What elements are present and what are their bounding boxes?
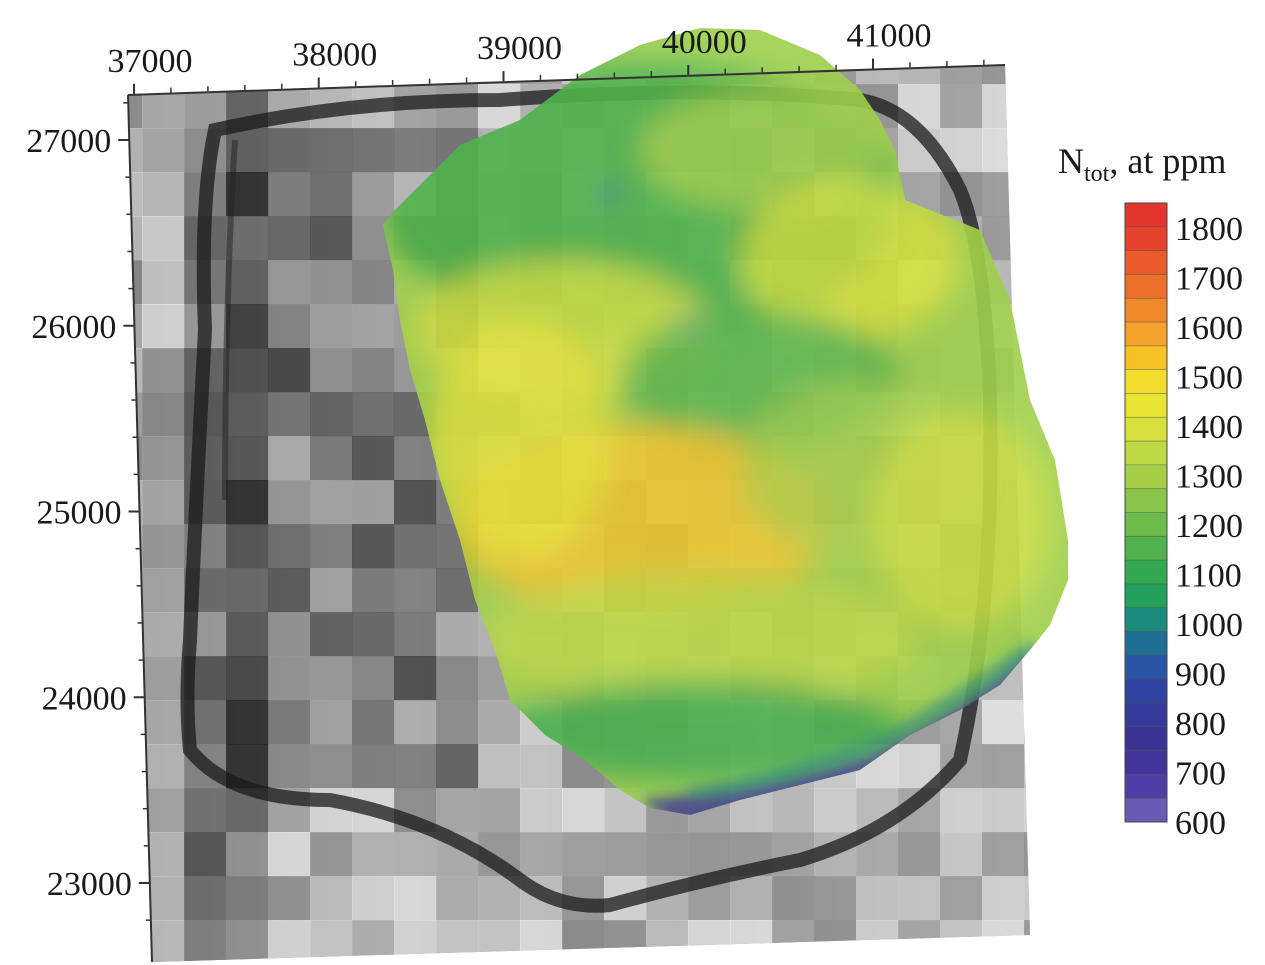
colorbar-title: Ntot, at ppm — [1058, 141, 1226, 187]
colorbar-segment — [1125, 488, 1167, 513]
left-axis-line — [127, 94, 153, 963]
colorbar-segment — [1125, 536, 1167, 561]
colorbar-segment — [1125, 393, 1167, 418]
colorbar-segment — [1125, 464, 1167, 490]
colorbar-segment — [1125, 322, 1167, 347]
y-tick-label: 25000 — [37, 495, 122, 532]
x-axis-ticks: 37000 38000 39000 40000 41000 — [108, 18, 985, 94]
x-tick-label: 37000 — [108, 43, 193, 80]
x-tick-label: 39000 — [477, 30, 562, 67]
colorbar-segment — [1125, 512, 1167, 537]
colorbar-segment — [1125, 298, 1167, 323]
colorbar: Ntot, at ppm 1800 1700 1600 1500 1400 1300 120… — [1058, 141, 1243, 842]
colorbar-label: 1500 — [1175, 359, 1243, 396]
colorbar-segment — [1125, 583, 1167, 609]
top-axis-line — [127, 64, 1006, 96]
colorbar-segment — [1125, 560, 1167, 585]
y-tick-label: 24000 — [42, 680, 127, 717]
colorbar-segment — [1125, 702, 1167, 728]
colorbar-label: 1100 — [1175, 557, 1242, 594]
colorbar-segment — [1125, 250, 1167, 275]
x-tick-label: 41000 — [847, 18, 932, 55]
colorbar-label: 700 — [1175, 755, 1226, 792]
colorbar-label: 1000 — [1175, 607, 1243, 644]
axes — [127, 64, 1006, 963]
y-tick-label: 26000 — [31, 309, 116, 346]
colorbar-label: 600 — [1175, 805, 1226, 842]
y-tick-label: 27000 — [26, 123, 111, 160]
colorbar-label: 1600 — [1175, 310, 1243, 347]
colorbar-label: 1800 — [1175, 211, 1243, 248]
colorbar-segment — [1125, 607, 1167, 633]
colorbar-segment — [1125, 679, 1167, 704]
colorbar-segment — [1125, 274, 1167, 299]
colorbar-label: 800 — [1175, 706, 1226, 743]
colorbar-segment — [1125, 441, 1167, 466]
colorbar-label: 1200 — [1175, 508, 1243, 545]
colorbar-segment — [1125, 345, 1167, 371]
colorbar-label: 1700 — [1175, 260, 1243, 297]
y-axis-ticks: 27000 26000 25000 24000 23000 — [26, 102, 151, 921]
x-tick-label: 38000 — [292, 36, 377, 73]
colorbar-segment — [1125, 203, 1167, 228]
colorbar-segment — [1125, 631, 1167, 656]
colorbar-segment — [1125, 655, 1167, 680]
y-tick-label: 23000 — [47, 866, 132, 903]
colorbar-segment — [1125, 369, 1167, 394]
colorbar-segment — [1125, 774, 1167, 799]
colorbar-segment — [1125, 226, 1167, 252]
colorbar-label: 1300 — [1175, 458, 1243, 495]
colorbar-segment — [1125, 726, 1167, 752]
colorbar-segment — [1125, 417, 1167, 442]
colorbar-label: 900 — [1175, 656, 1226, 693]
x-tick-label: 40000 — [662, 24, 747, 61]
colorbar-segment — [1125, 750, 1167, 775]
colorbar-segment — [1125, 798, 1167, 823]
colorbar-label: 1400 — [1175, 409, 1243, 446]
